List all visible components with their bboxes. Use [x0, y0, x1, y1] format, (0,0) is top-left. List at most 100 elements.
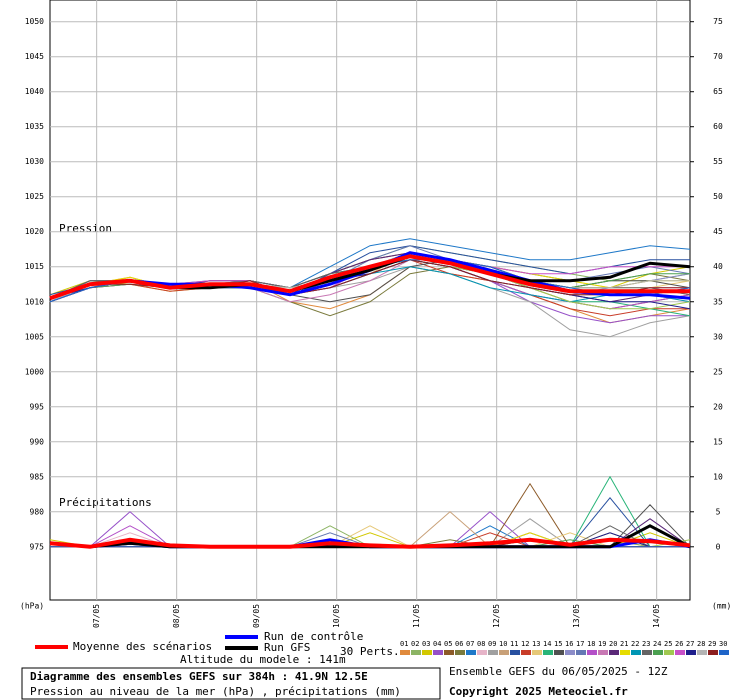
legend-swatch: [488, 650, 498, 655]
y-tick-label: 1040: [25, 87, 44, 96]
legend-label: 10: [499, 640, 507, 648]
legend-label: 28: [697, 640, 705, 648]
y-tick-label: 1005: [25, 332, 44, 341]
legend-label: 04: [433, 640, 441, 648]
x-tick-label: 11/05: [412, 604, 421, 628]
legend-label: 11: [510, 640, 518, 648]
legend-label: 20: [609, 640, 617, 648]
legend-swatch: [631, 650, 641, 655]
legend-swatch: [532, 650, 542, 655]
legend-swatch: [565, 650, 575, 655]
y-tick-label: 1050: [25, 17, 44, 26]
legend-swatch: [686, 650, 696, 655]
legend-label: 25: [664, 640, 672, 648]
y2-tick-label: 45: [713, 227, 723, 236]
legend-swatch: [554, 650, 564, 655]
legend-label: 07: [466, 640, 474, 648]
legend-label: 27: [686, 640, 694, 648]
legend-label: 30: [719, 640, 727, 648]
legend-label: 17: [576, 640, 584, 648]
legend-label: 26: [675, 640, 683, 648]
y-tick-label: 1030: [25, 157, 44, 166]
legend-label: 21: [620, 640, 628, 648]
pressure-line: [49, 254, 690, 301]
legend-swatch: [708, 650, 718, 655]
x-tick-label: 08/05: [172, 604, 181, 628]
y-tick-label: 975: [30, 542, 45, 551]
x-tick-label: 14/05: [652, 604, 661, 628]
legend-swatch: [620, 650, 630, 655]
legend-label: Moyenne des scénarios: [73, 640, 212, 653]
plot-frame: [49, 0, 691, 601]
y2-tick-label: 55: [713, 157, 723, 166]
legend-swatch: [675, 650, 685, 655]
y2-tick-label: 5: [716, 507, 721, 516]
y-tick-label: 1035: [25, 122, 44, 131]
y2-tick-label: 65: [713, 87, 723, 96]
legend-swatch: [444, 650, 454, 655]
legend-label: 08: [477, 640, 485, 648]
legend-swatch: [422, 650, 432, 655]
legend-label: 01: [400, 640, 408, 648]
chart-subtitle: Pression au niveau de la mer (hPa) , pré…: [30, 685, 401, 698]
y2-tick-label: 50: [713, 192, 723, 201]
legend-swatch: [455, 650, 465, 655]
y2-tick-label: 25: [713, 367, 723, 376]
y2-tick-label: 10: [713, 472, 723, 481]
legend-swatch: [466, 650, 476, 655]
y2-tick-label: 0: [716, 542, 721, 551]
y-tick-label: 1020: [25, 227, 44, 236]
legend-swatch: [499, 650, 509, 655]
y-tick-label: 1025: [25, 192, 44, 201]
y2-tick-label: 60: [713, 122, 723, 131]
legend-swatch: [598, 650, 608, 655]
legend-label: 09: [488, 640, 496, 648]
y-tick-label: 1000: [25, 367, 44, 376]
x-tick-label: 09/05: [252, 604, 261, 628]
legend-swatch: [576, 650, 586, 655]
y2-tick-label: 30: [713, 332, 723, 341]
pressure-label: Pression: [59, 222, 112, 235]
y2-tick-label: 15: [713, 437, 723, 446]
legend-swatch: [543, 650, 553, 655]
legend-label: 14: [543, 640, 551, 648]
y2-tick-label: 75: [713, 17, 723, 26]
legend-label: 29: [708, 640, 716, 648]
copyright: Copyright 2025 Meteociel.fr: [449, 685, 628, 698]
altitude: Altitude du modele : 141m: [180, 653, 346, 666]
y-tick-label: 1015: [25, 262, 44, 271]
legend-label: 15: [554, 640, 562, 648]
legend-label: 16: [565, 640, 573, 648]
y-tick-label: 1045: [25, 52, 44, 61]
y2-tick-label: 40: [713, 262, 723, 271]
y2-tick-label: 70: [713, 52, 723, 61]
legend-label: Run GFS: [264, 641, 310, 654]
run-label: Ensemble GEFS du 06/05/2025 - 12Z: [449, 665, 668, 678]
y-tick-label: 980: [30, 507, 45, 516]
x-tick-label: 07/05: [92, 604, 101, 628]
legend-swatch: [587, 650, 597, 655]
legend-label: 18: [587, 640, 595, 648]
legend-swatch: [433, 650, 443, 655]
legend-label: 24: [653, 640, 661, 648]
legend-label: 23: [642, 640, 650, 648]
legend-swatch: [510, 650, 520, 655]
legend-label: 06: [455, 640, 463, 648]
legend-swatch: [697, 650, 707, 655]
legend-label: 05: [444, 640, 452, 648]
chart-title: Diagramme des ensembles GEFS sur 384h : …: [30, 670, 368, 683]
title-box: [21, 667, 441, 700]
legend-swatch: [609, 650, 619, 655]
y-tick-label: 990: [30, 437, 45, 446]
legend-label: 22: [631, 640, 639, 648]
legend-label: 03: [422, 640, 430, 648]
y-tick-label: 985: [30, 472, 45, 481]
y-axis-label: (hPa): [20, 602, 44, 611]
legend-label: 19: [598, 640, 606, 648]
legend-label: 13: [532, 640, 540, 648]
precip-label: Précipitations: [59, 496, 152, 509]
legend-label: 02: [411, 640, 419, 648]
y2-tick-label: 35: [713, 297, 723, 306]
y-tick-label: 995: [30, 402, 45, 411]
